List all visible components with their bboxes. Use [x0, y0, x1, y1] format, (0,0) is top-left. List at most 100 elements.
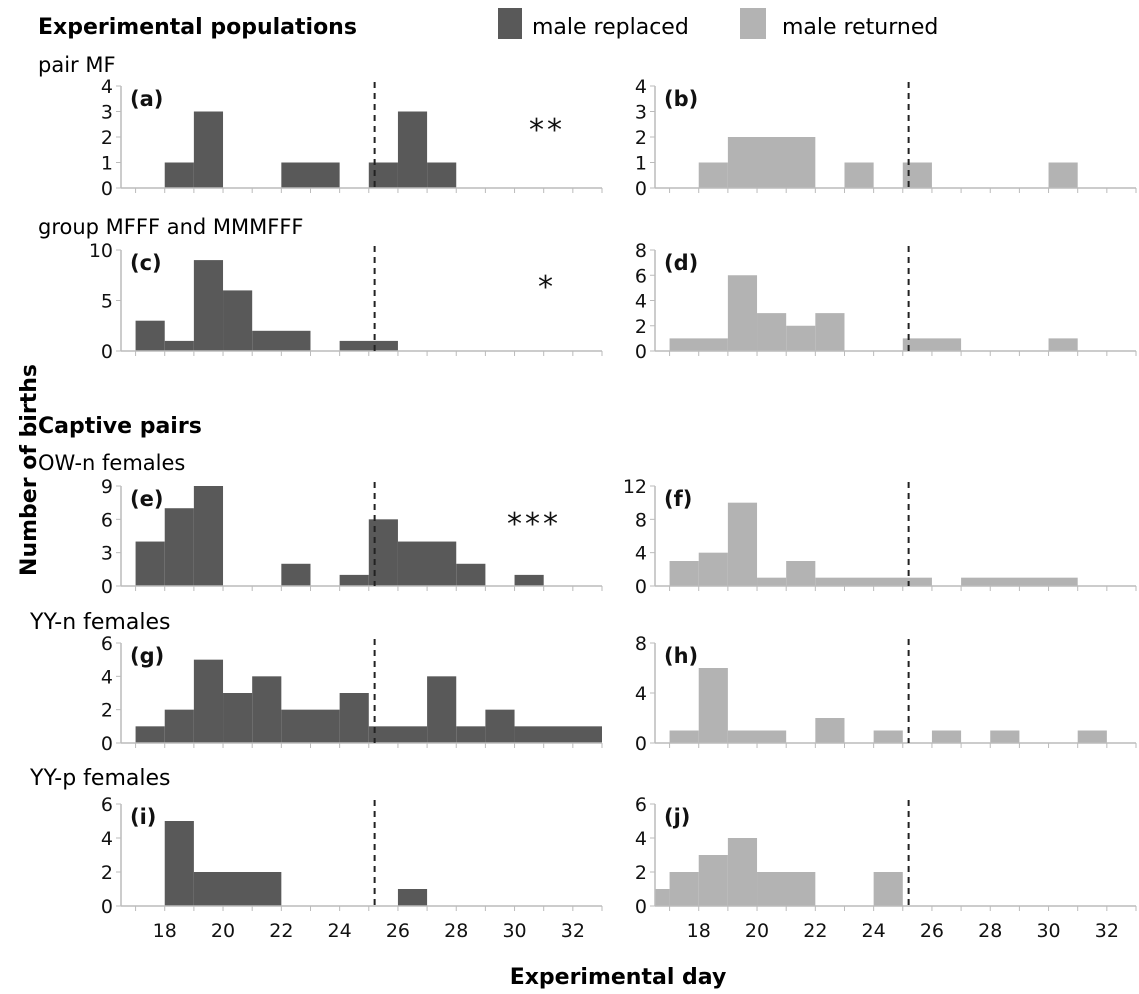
- panel-label-a: (a): [130, 87, 163, 111]
- bar-j-3: [727, 838, 758, 906]
- bar-d-1: [727, 275, 758, 351]
- panel-label-c: (c): [130, 251, 162, 275]
- panel-c: 0 5 10 (c) *: [89, 240, 603, 363]
- bar-d-0: [669, 338, 728, 351]
- y-tick-label-j-2: 4: [635, 828, 647, 850]
- x-tick-label-j-18: 18: [687, 920, 711, 942]
- panel-f: 0 4 8 12 (f): [623, 476, 1137, 598]
- y-tick-label-b-4: 4: [635, 76, 647, 98]
- legend-swatch-replaced: [498, 8, 522, 39]
- bar-g-4: [252, 676, 282, 743]
- bar-f-5: [815, 577, 932, 586]
- x-tick-label-i-28: 28: [444, 920, 468, 942]
- y-tick-label-f-2: 8: [635, 509, 647, 531]
- y-tick-label-d-0: 0: [635, 341, 647, 363]
- bar-a-2: [281, 162, 340, 188]
- x-tick-label-i-20: 20: [211, 920, 235, 942]
- bar-h-1: [698, 668, 728, 743]
- bar-e-0: [135, 541, 165, 586]
- legend: male replaced male returned: [498, 8, 938, 40]
- significance-a: **: [529, 113, 565, 148]
- bar-e-5: [368, 519, 398, 586]
- y-tick-label-c-2: 10: [89, 240, 113, 262]
- bar-b-2: [844, 162, 874, 188]
- section-title-captive: Captive pairs: [38, 414, 202, 439]
- y-tick-label-e-3: 9: [101, 476, 113, 498]
- x-axis-label: Experimental day: [510, 965, 727, 990]
- x-tick-label-j-20: 20: [745, 920, 769, 942]
- x-tick-label-j-30: 30: [1036, 920, 1060, 942]
- y-tick-label-f-1: 4: [635, 543, 647, 565]
- bar-f-6: [961, 577, 1078, 586]
- x-tick-label-i-26: 26: [386, 920, 410, 942]
- bar-e-3: [281, 563, 311, 586]
- bar-f-0: [669, 561, 699, 586]
- bar-f-4: [786, 561, 816, 586]
- bar-j-0: [655, 889, 670, 906]
- y-tick-label-j-1: 2: [635, 862, 647, 884]
- x-tick-label-j-26: 26: [920, 920, 944, 942]
- section-subtitle-pair-mf: pair MF: [38, 53, 116, 77]
- bar-b-1: [727, 137, 816, 188]
- bar-g-1: [164, 709, 194, 743]
- y-tick-label-f-3: 12: [623, 476, 647, 498]
- y-tick-label-g-2: 4: [101, 666, 113, 688]
- bar-e-6: [397, 541, 457, 586]
- y-tick-label-h-1: 4: [635, 683, 647, 705]
- y-tick-label-a-2: 2: [101, 127, 113, 149]
- bar-e-1: [164, 508, 194, 586]
- y-tick-label-g-0: 0: [101, 733, 113, 755]
- bar-g-9: [456, 726, 486, 743]
- bar-i-2: [397, 889, 428, 906]
- bar-h-4: [873, 730, 903, 743]
- section-subtitle-yy-p: YY-p females: [29, 766, 170, 791]
- y-tick-label-e-2: 6: [101, 509, 113, 531]
- bar-j-2: [698, 855, 728, 906]
- bar-h-5: [931, 730, 962, 743]
- bar-c-2: [193, 260, 224, 351]
- bar-h-7: [1077, 730, 1107, 743]
- panel-label-j: (j): [664, 805, 690, 829]
- section-title-experimental: Experimental populations: [38, 15, 357, 40]
- section-subtitle-group: group MFFF and MMMFFF: [38, 215, 303, 239]
- bar-c-5: [339, 340, 398, 351]
- bar-g-11: [514, 726, 602, 743]
- bar-a-5: [427, 162, 457, 188]
- y-tick-label-c-1: 5: [101, 291, 113, 313]
- bar-j-1: [669, 872, 699, 906]
- bar-f-3: [757, 577, 787, 586]
- legend-label-returned: male returned: [782, 15, 938, 40]
- y-tick-label-d-4: 8: [635, 240, 647, 262]
- panel-label-d: (d): [664, 251, 698, 275]
- panel-label-g: (g): [130, 644, 164, 668]
- y-tick-label-f-0: 0: [635, 576, 647, 598]
- panel-b: 0 1 2 3 4 (b): [635, 76, 1137, 200]
- bar-h-3: [815, 718, 845, 743]
- y-tick-label-i-0: 0: [101, 896, 113, 918]
- panel-a: 0 1 2 3 4 (a) **: [101, 76, 603, 200]
- bar-h-6: [990, 730, 1020, 743]
- y-tick-label-h-2: 8: [635, 633, 647, 655]
- y-tick-label-d-3: 6: [635, 265, 647, 287]
- panel-label-f: (f): [664, 487, 692, 511]
- panel-g: 0 2 4 6 (g): [101, 633, 603, 755]
- bar-c-4: [252, 330, 311, 351]
- panel-label-h: (h): [664, 644, 698, 668]
- bar-a-0: [164, 162, 194, 188]
- y-tick-label-a-0: 0: [101, 178, 113, 200]
- y-tick-label-g-3: 6: [101, 633, 113, 655]
- bar-h-2: [727, 730, 787, 743]
- panel-h: 0 4 8 (h): [635, 633, 1137, 755]
- bar-c-1: [164, 340, 194, 351]
- x-tick-label-i-30: 30: [502, 920, 526, 942]
- bar-a-1: [193, 111, 224, 188]
- y-tick-label-i-2: 4: [101, 828, 113, 850]
- x-tick-label-j-28: 28: [978, 920, 1002, 942]
- bar-g-10: [485, 709, 515, 743]
- y-tick-label-d-2: 4: [635, 291, 647, 313]
- panel-label-i: (i): [130, 805, 156, 829]
- bar-d-3: [786, 325, 816, 351]
